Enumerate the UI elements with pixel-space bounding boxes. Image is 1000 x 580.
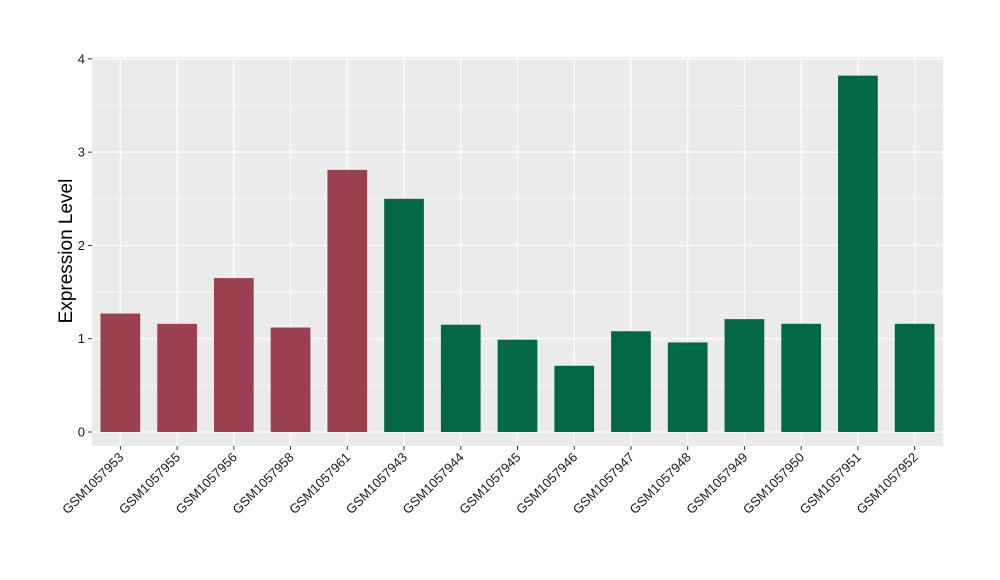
bar-GSM1057952: [894, 323, 935, 433]
y-tick-label: 2: [78, 238, 85, 253]
y-tick-label: 3: [78, 145, 85, 160]
bar-GSM1057945: [497, 339, 538, 433]
bar-GSM1057958: [270, 327, 311, 433]
bar-GSM1057961: [327, 169, 368, 433]
y-axis: 0 1 2 3 4: [78, 51, 92, 440]
bar-GSM1057948: [667, 342, 708, 433]
y-tick-label: 4: [78, 51, 85, 66]
bar-GSM1057953: [100, 313, 141, 433]
y-tick-label: 1: [78, 331, 85, 346]
bar-GSM1057951: [838, 75, 878, 433]
bar-GSM1057944: [440, 324, 481, 433]
bar-GSM1057955: [157, 323, 197, 433]
bar-GSM1057949: [724, 319, 765, 433]
bar-GSM1057947: [611, 331, 651, 433]
bar-GSM1057950: [781, 323, 822, 433]
bars: [100, 75, 935, 433]
y-tick-label: 0: [78, 425, 85, 440]
bar-GSM1057956: [213, 278, 254, 433]
bar-GSM1057946: [554, 365, 595, 433]
bar-GSM1057943: [384, 198, 424, 433]
y-axis-title: Expression Level: [56, 179, 77, 324]
x-axis: GSM1057953GSM1057955GSM1057956GSM1057958…: [59, 446, 921, 517]
